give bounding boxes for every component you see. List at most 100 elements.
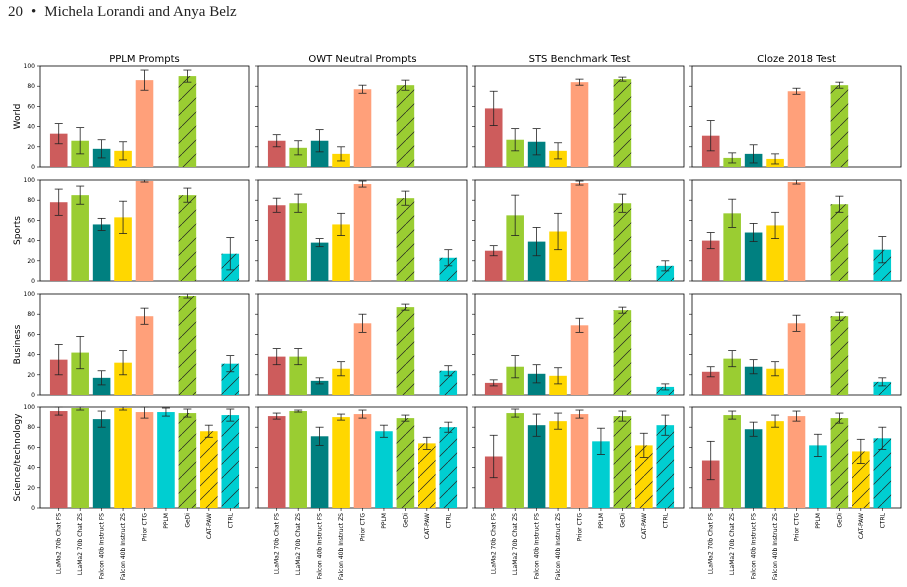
row-label: Science/technology xyxy=(13,413,23,502)
bar xyxy=(766,225,784,281)
bar xyxy=(289,203,307,281)
bar xyxy=(267,205,286,281)
bar-hatch xyxy=(656,425,675,508)
y-tick-label: 0 xyxy=(31,164,35,171)
bar xyxy=(114,408,132,508)
panel xyxy=(472,65,685,168)
y-tick-label: 0 xyxy=(31,392,35,399)
bar xyxy=(701,240,720,281)
y-tick-label: 60 xyxy=(27,331,35,338)
bar xyxy=(809,445,827,508)
panel xyxy=(255,293,468,396)
panel: 0 20 40 60 80 100 LLaMa2 70b Chat FS LLaMa2 70b… xyxy=(24,404,250,580)
bar xyxy=(157,412,175,508)
bar xyxy=(787,182,806,281)
x-tick-label: GeDi xyxy=(184,513,191,528)
y-tick-label: 40 xyxy=(27,238,35,245)
x-tick-label: LLaMa2 70b Chat FS xyxy=(274,513,281,575)
bar-hatch xyxy=(873,249,892,281)
y-tick-label: 60 xyxy=(27,217,35,224)
x-tick-label: LLaMa2 70b Chat ZS xyxy=(77,513,84,575)
bar xyxy=(289,411,307,508)
bar xyxy=(289,356,307,395)
bar xyxy=(506,215,524,281)
column-title: PPLM Prompts xyxy=(109,54,180,65)
column-title: STS Benchmark Test xyxy=(529,54,631,65)
bar-hatch xyxy=(200,431,218,508)
x-tick-label: CTRL xyxy=(227,512,234,528)
bar-hatch xyxy=(418,443,436,508)
bar-hatch xyxy=(613,310,632,395)
x-tick-label: Falcon 40b Instruct ZS xyxy=(338,513,345,580)
bar-hatch xyxy=(830,85,849,167)
bar xyxy=(71,195,89,281)
bar xyxy=(570,414,589,508)
bar xyxy=(484,456,503,508)
bar xyxy=(49,133,68,167)
bar-hatch xyxy=(439,370,458,395)
panel xyxy=(689,179,902,282)
bar xyxy=(787,323,806,395)
x-tick-label: LLaMa2 70b Chat FS xyxy=(708,513,715,575)
bar-hatch xyxy=(178,76,197,167)
bar-hatch xyxy=(396,85,415,167)
bar-hatch xyxy=(613,416,632,508)
bar xyxy=(114,362,132,395)
bar xyxy=(549,421,567,508)
bar xyxy=(375,431,393,508)
y-tick-label: 60 xyxy=(27,103,35,110)
bar-hatch xyxy=(178,195,197,281)
bar xyxy=(310,140,329,167)
bar xyxy=(332,417,350,508)
bar xyxy=(135,412,154,508)
bar xyxy=(766,368,784,395)
bar-hatch xyxy=(635,445,653,508)
bar xyxy=(71,352,89,395)
bar xyxy=(267,140,286,167)
bar-hatch xyxy=(439,257,458,281)
y-tick-label: 100 xyxy=(24,404,36,411)
bar xyxy=(570,82,589,167)
panel xyxy=(255,179,468,282)
bar xyxy=(353,323,372,395)
bar-hatch xyxy=(396,198,415,281)
bar xyxy=(353,184,372,281)
x-tick-label: Falcon 40b Instruct FS xyxy=(317,513,324,579)
row-label: Sports xyxy=(13,216,23,245)
bar xyxy=(71,408,89,508)
x-tick-label: CTRL xyxy=(445,512,452,528)
x-tick-label: CTRL xyxy=(662,512,669,528)
x-tick-label: PPLM xyxy=(163,513,170,529)
bar xyxy=(267,416,286,508)
x-tick-label: LLaMa2 70b Chat ZS xyxy=(295,513,302,575)
bar xyxy=(92,419,111,508)
bar-hatch xyxy=(439,427,458,508)
bar-hatch xyxy=(830,316,849,395)
bar-hatch xyxy=(656,265,675,281)
x-tick-label: CAT-PAW xyxy=(424,513,431,539)
panel: 0 20 40 60 80 100 xyxy=(24,63,250,171)
bar xyxy=(310,436,329,508)
row-label: World xyxy=(13,104,23,130)
bar-hatch xyxy=(178,413,197,508)
bar xyxy=(135,80,154,167)
y-tick-label: 100 xyxy=(24,291,36,298)
bar xyxy=(701,460,720,508)
x-tick-label: GeDi xyxy=(619,513,626,528)
y-tick-label: 100 xyxy=(24,177,36,184)
bar xyxy=(527,373,546,395)
bar xyxy=(723,213,741,281)
bar xyxy=(766,421,784,508)
panel: LLaMa2 70b Chat FS LLaMa2 70b Chat ZS Falc… xyxy=(472,406,685,580)
x-tick-label: Falcon 40b Instruct ZS xyxy=(772,513,779,580)
x-tick-label: LLaMa2 70b Chat FS xyxy=(491,513,498,575)
panel: 0 20 40 60 80 100 xyxy=(24,291,250,399)
bar xyxy=(701,371,720,395)
x-tick-label: Prior CTG xyxy=(577,513,584,542)
y-tick-label: 80 xyxy=(27,197,35,204)
y-tick-label: 40 xyxy=(27,352,35,359)
bar xyxy=(353,414,372,508)
bar xyxy=(549,231,567,281)
bar xyxy=(570,183,589,281)
